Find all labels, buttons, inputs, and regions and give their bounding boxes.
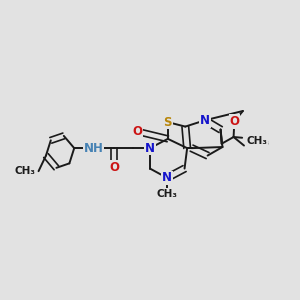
Text: N: N <box>145 142 155 154</box>
Text: O: O <box>109 161 119 174</box>
Text: N: N <box>162 171 172 184</box>
Text: O: O <box>132 125 142 138</box>
Text: CH₃: CH₃ <box>15 166 36 176</box>
Text: NH: NH <box>84 142 103 154</box>
Text: N: N <box>200 114 210 127</box>
Text: CH₃: CH₃ <box>157 189 178 199</box>
Text: CH₃: CH₃ <box>248 137 269 147</box>
Text: CH₃: CH₃ <box>247 136 268 146</box>
Text: O: O <box>229 115 239 128</box>
Text: S: S <box>164 116 172 129</box>
